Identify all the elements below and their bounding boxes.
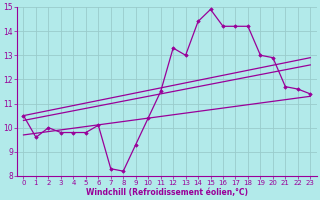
X-axis label: Windchill (Refroidissement éolien,°C): Windchill (Refroidissement éolien,°C): [86, 188, 248, 197]
